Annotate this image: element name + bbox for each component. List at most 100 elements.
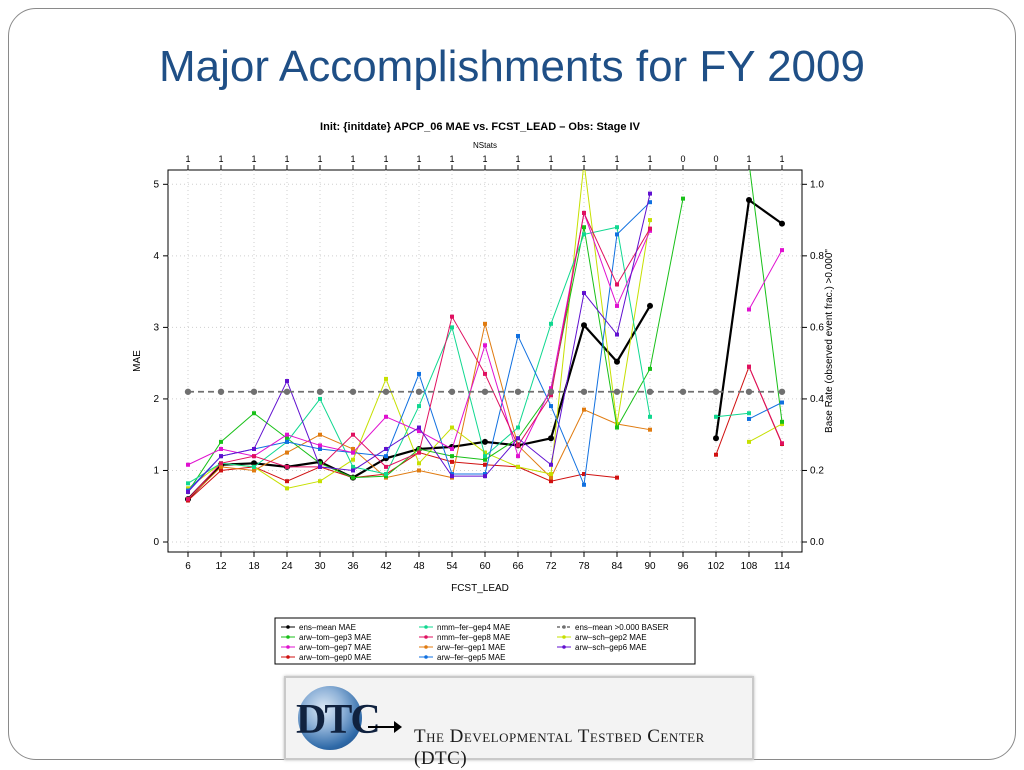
x-tick-label: 6 [185, 561, 191, 572]
x-tick-label: 18 [248, 561, 260, 572]
data-point [516, 443, 520, 448]
data-point [780, 441, 784, 446]
data-point [582, 407, 586, 412]
legend-label: arw–tom–gep3 MAE [299, 633, 371, 642]
data-point [713, 435, 719, 442]
data-point [582, 210, 586, 215]
data-point [516, 333, 520, 338]
data-point [219, 439, 223, 444]
data-point [285, 379, 289, 384]
data-point [483, 462, 487, 467]
legend-label: arw–sch–gep2 MAE [575, 633, 647, 642]
data-point [516, 436, 520, 441]
data-point [186, 462, 190, 467]
nstats-tick-label: 1 [317, 154, 322, 164]
legend-label: arw–tom–gep0 MAE [299, 653, 371, 662]
series-line [715, 412, 750, 418]
data-point [450, 425, 454, 430]
data-point [252, 447, 256, 451]
nstats-tick-label: 1 [218, 154, 223, 164]
data-point [648, 218, 652, 223]
data-point [186, 489, 190, 494]
data-point [250, 388, 258, 395]
data-point [747, 439, 751, 444]
data-point [384, 464, 388, 469]
legend-label: ens–mean MAE [299, 623, 356, 632]
series-line [748, 423, 783, 443]
x-tick-label: 66 [512, 561, 524, 572]
series-10 [184, 388, 786, 395]
data-point [186, 497, 190, 502]
nstats-tick-label: 1 [614, 154, 619, 164]
legend-label: nmm–fer–gep8 MAE [437, 633, 510, 642]
data-point [648, 228, 652, 233]
data-point [318, 479, 322, 484]
data-point [780, 400, 784, 405]
data-point [582, 482, 586, 487]
data-point [648, 200, 652, 205]
data-point [615, 425, 619, 430]
series-line [748, 366, 783, 444]
legend-marker [562, 645, 566, 649]
legend-marker [286, 655, 290, 659]
legend-label: arw–fer–gep5 MAE [437, 653, 505, 662]
data-point [184, 388, 192, 395]
data-point [285, 432, 289, 437]
data-point [285, 479, 289, 484]
data-point [384, 472, 388, 477]
data-point [747, 416, 751, 421]
data-point [582, 291, 586, 296]
data-point [712, 388, 720, 395]
data-point [351, 432, 355, 437]
data-point [384, 447, 388, 451]
data-point [217, 388, 225, 395]
data-point [648, 414, 652, 419]
data-point [780, 419, 784, 424]
nstats-tick-label: 1 [185, 154, 190, 164]
data-point [746, 197, 752, 204]
legend-marker [286, 645, 290, 649]
data-point [648, 226, 652, 231]
data-point [483, 343, 487, 348]
series-1 [186, 364, 784, 503]
data-point [647, 302, 653, 309]
series-line [187, 170, 651, 489]
series-line [187, 226, 651, 484]
data-point [648, 191, 652, 196]
y2-tick-label: 0.6 [810, 322, 824, 333]
x-tick-label: 30 [314, 561, 326, 572]
nstats-tick-label: 1 [449, 154, 454, 164]
data-point [483, 457, 487, 462]
arrow-right-icon [368, 721, 402, 733]
data-point [714, 452, 718, 457]
data-point [549, 479, 553, 484]
x-tick-label: 114 [774, 561, 790, 572]
x-tick-label: 24 [281, 561, 293, 572]
x-tick-label: 12 [215, 561, 227, 572]
y2-tick-label: 0.0 [810, 537, 824, 548]
data-point [482, 438, 488, 445]
data-point [779, 220, 785, 227]
x-tick-label: 36 [347, 561, 359, 572]
data-point [351, 457, 355, 462]
y2-tick-label: 1.0 [810, 179, 824, 190]
x-tick-label: 102 [708, 561, 725, 572]
data-point [318, 461, 322, 466]
data-point [549, 404, 553, 409]
data-point [778, 388, 786, 395]
legend-label: arw–tom–gep7 MAE [299, 643, 371, 652]
data-point [417, 425, 421, 430]
nstats-tick-label: 1 [383, 154, 388, 164]
data-point [483, 472, 487, 477]
data-point [450, 325, 454, 330]
data-point [615, 232, 619, 237]
data-point [219, 464, 223, 469]
dtc-logo-text: The Developmental Testbed Center (DTC) [414, 726, 705, 769]
nstats-label: NStats [473, 141, 497, 150]
data-point [582, 232, 586, 237]
data-point [318, 464, 322, 469]
series-line [748, 249, 783, 310]
x-tick-label: 78 [578, 561, 590, 572]
y-axis-label: MAE [132, 350, 143, 372]
data-point [582, 225, 586, 230]
